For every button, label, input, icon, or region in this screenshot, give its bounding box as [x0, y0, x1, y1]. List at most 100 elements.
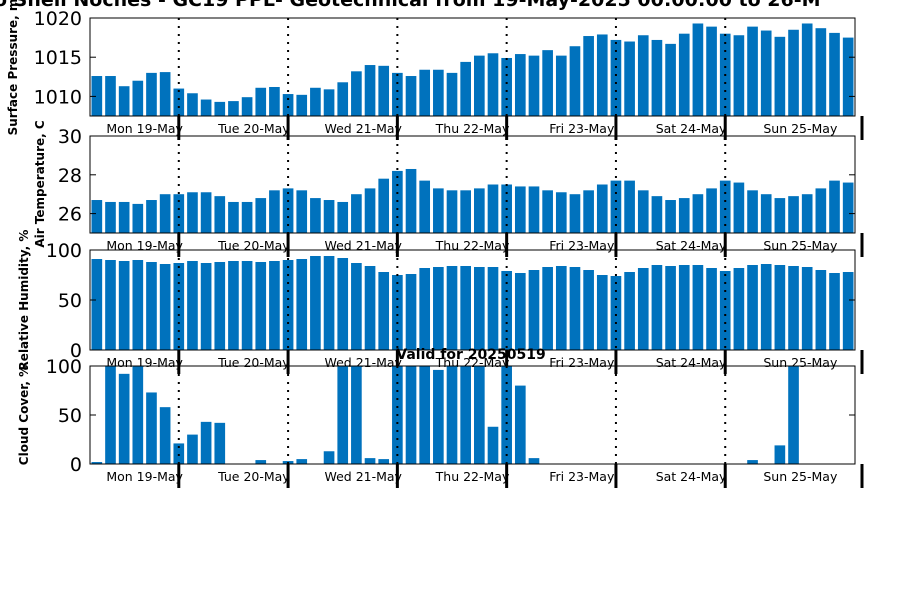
bar	[774, 36, 786, 117]
bar	[118, 261, 130, 350]
bar	[474, 188, 485, 233]
bar	[200, 192, 212, 233]
x-day-label: Wed 21-May	[324, 469, 402, 484]
bar	[460, 61, 471, 116]
bar	[774, 445, 786, 464]
bar	[514, 54, 526, 116]
bar	[815, 270, 827, 350]
plot-frame	[89, 135, 856, 234]
bar	[323, 89, 335, 116]
bar	[569, 267, 581, 350]
bar	[583, 36, 594, 117]
bar	[842, 37, 854, 116]
bar	[760, 264, 772, 350]
bar	[624, 41, 635, 116]
y-tick-label: 1010	[34, 86, 82, 108]
x-day-label: Sun 25-May	[763, 469, 838, 484]
bar	[801, 267, 813, 350]
bar	[173, 88, 185, 116]
bar	[446, 190, 458, 233]
bar	[405, 168, 417, 233]
bar	[501, 271, 512, 350]
bar	[433, 267, 444, 350]
bar	[187, 261, 198, 350]
bar	[678, 33, 690, 116]
bar	[405, 366, 417, 464]
bar	[214, 101, 226, 116]
bar	[460, 190, 471, 233]
bar	[296, 459, 308, 464]
x-day-label: Mon 19-May	[106, 355, 183, 370]
bar	[146, 200, 157, 233]
y-tick-label: 100	[46, 240, 82, 262]
bar	[159, 72, 171, 116]
bar	[310, 198, 321, 233]
bar	[105, 260, 116, 350]
bar	[269, 190, 280, 233]
bar	[665, 43, 676, 116]
bar	[419, 69, 431, 116]
bar	[514, 273, 526, 350]
bar	[241, 201, 253, 233]
bar	[624, 180, 635, 233]
x-day-label: Fri 23-May	[549, 238, 615, 253]
bar	[105, 366, 116, 464]
bar	[678, 198, 690, 233]
bar	[405, 274, 417, 350]
x-day-label: Sun 25-May	[763, 355, 838, 370]
bar	[460, 266, 471, 350]
bar	[132, 366, 144, 464]
bar	[91, 259, 103, 350]
bar	[788, 196, 799, 233]
bar	[91, 76, 103, 116]
bar	[323, 451, 335, 464]
x-day-label: Sat 24-May	[656, 121, 727, 136]
bar	[337, 201, 349, 233]
bar	[829, 180, 840, 233]
bar	[829, 273, 840, 350]
bar	[91, 462, 103, 464]
bar	[842, 272, 854, 350]
bar	[405, 76, 417, 116]
bar	[542, 267, 553, 350]
bar	[282, 188, 294, 233]
y-axis-label: Air Temperature, C	[33, 120, 47, 248]
bar	[132, 80, 144, 116]
bar	[610, 39, 622, 117]
x-day-label: Wed 21-May	[324, 121, 402, 136]
bar	[719, 180, 731, 233]
y-tick-label: 50	[58, 405, 82, 427]
bar	[187, 192, 198, 233]
x-day-label: Tue 20-May	[217, 355, 290, 370]
y-axis-label: Surface Pressure, m	[6, 0, 20, 135]
bar	[542, 50, 553, 117]
bar	[747, 26, 758, 116]
bar	[364, 188, 376, 233]
bar	[351, 263, 362, 350]
bar	[433, 369, 444, 464]
valid-for-label: Valid for 20250519	[396, 347, 545, 363]
bar	[173, 194, 185, 233]
bar	[214, 196, 226, 233]
bar	[255, 262, 267, 350]
bar	[815, 188, 827, 233]
y-tick-label: 50	[58, 290, 82, 312]
x-day-label: Mon 19-May	[106, 121, 183, 136]
bar	[364, 266, 376, 350]
bar	[118, 373, 130, 464]
bar	[651, 196, 663, 233]
bar	[692, 23, 704, 117]
bar	[555, 266, 567, 350]
bar	[132, 203, 144, 233]
bar	[337, 258, 349, 350]
bar	[815, 28, 827, 116]
bar	[118, 86, 130, 116]
bar	[378, 272, 390, 350]
bar	[747, 190, 758, 233]
bar	[446, 366, 458, 464]
y-tick-label: 0	[70, 454, 82, 476]
bar	[392, 72, 403, 116]
bar	[801, 23, 813, 117]
bar	[351, 194, 362, 233]
